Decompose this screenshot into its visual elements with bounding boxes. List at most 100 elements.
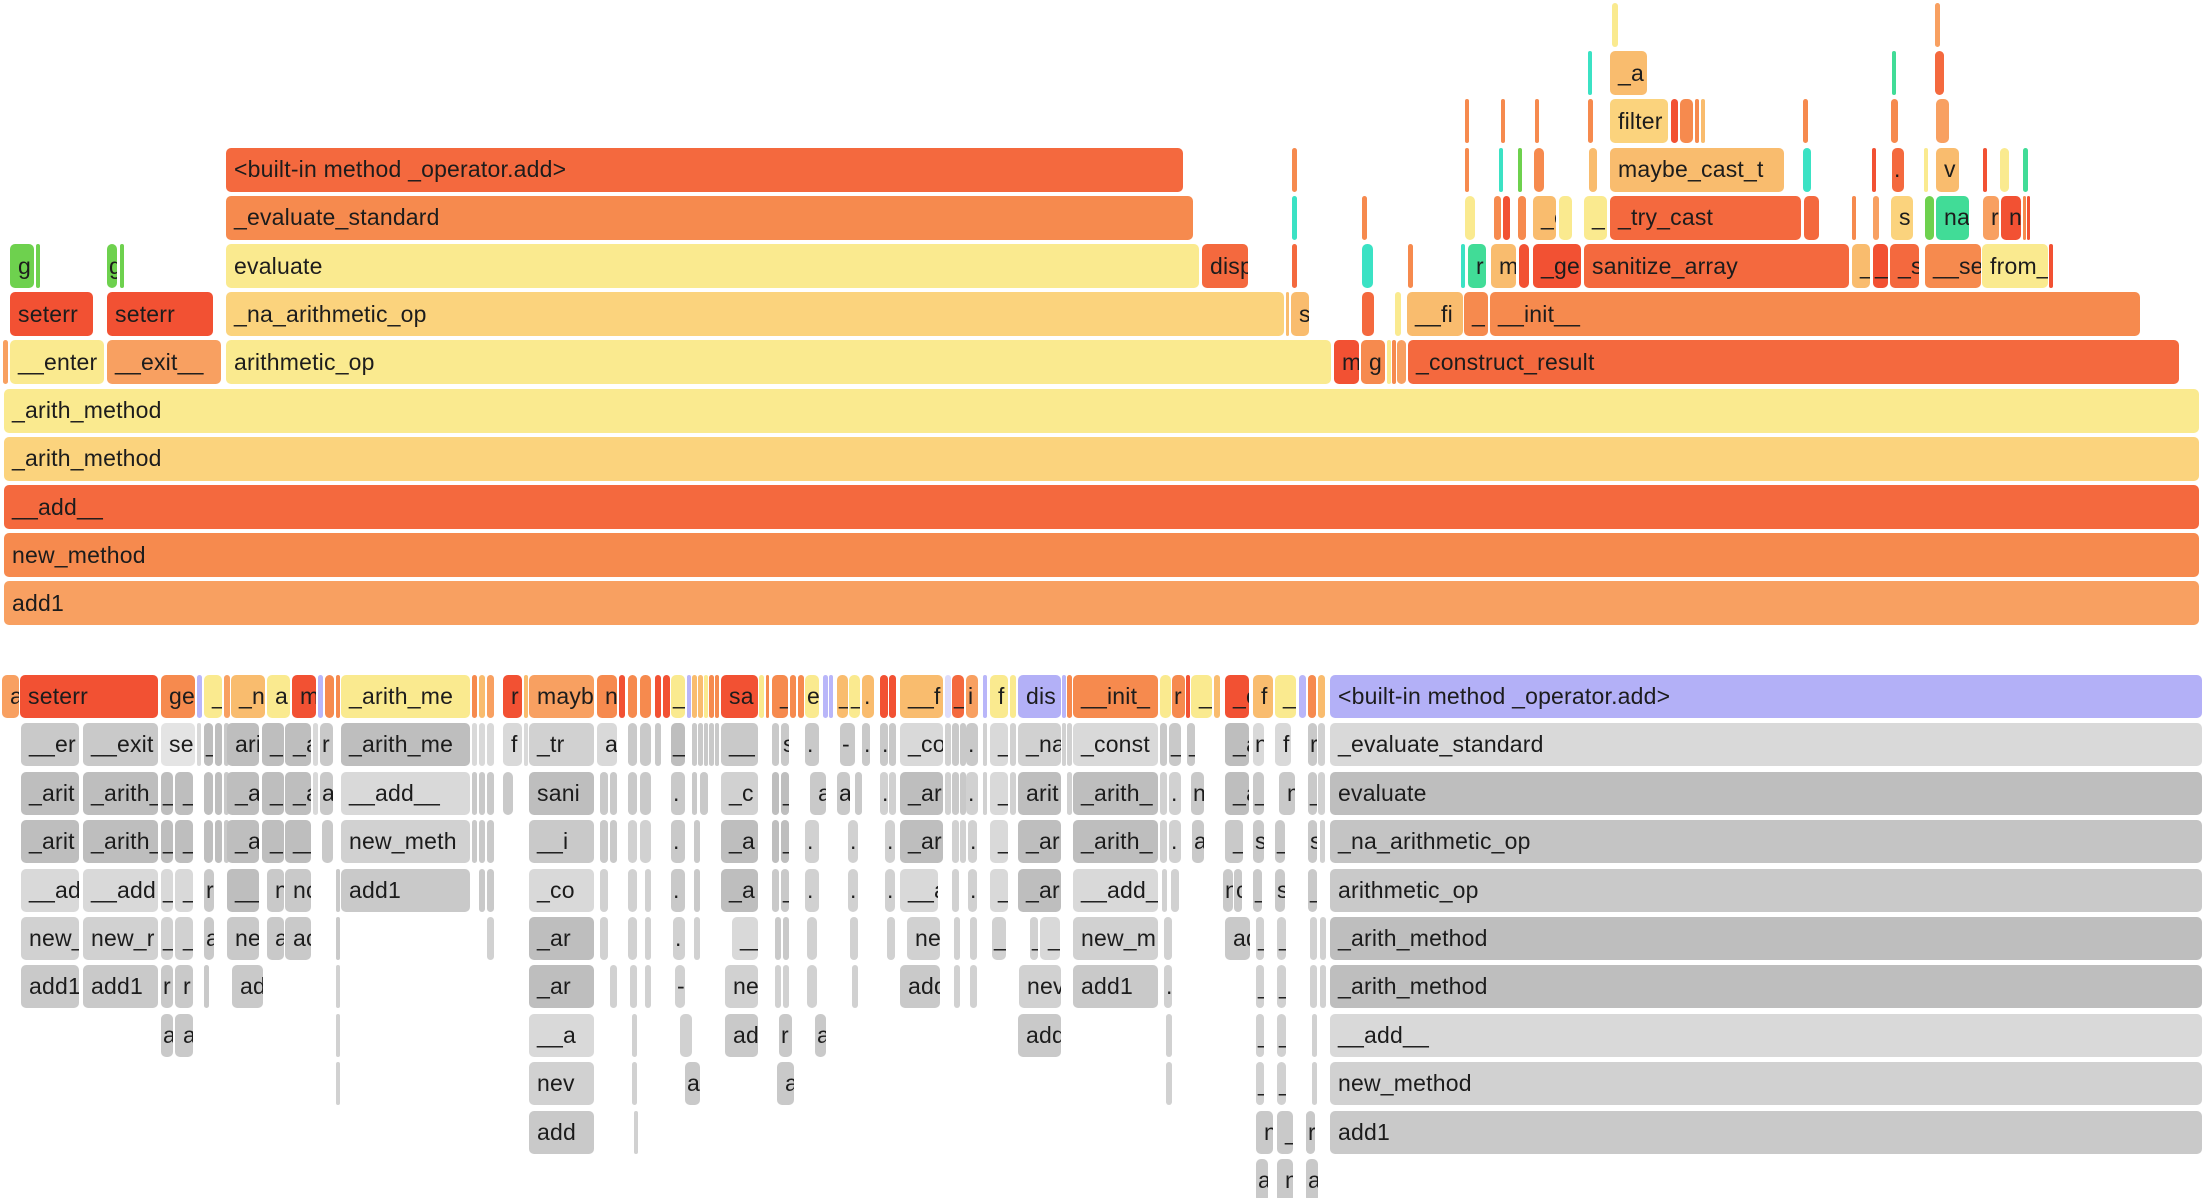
flame-frame[interactable]	[887, 917, 895, 960]
flame-frame[interactable]	[1535, 99, 1539, 144]
flame-frame[interactable]	[640, 820, 651, 864]
flame-frame[interactable]: _na_arithmetic_op	[226, 292, 1284, 337]
flame-frame[interactable]: __i	[529, 820, 594, 864]
flame-frame[interactable]: a	[175, 1013, 193, 1057]
flame-frame[interactable]: n	[597, 675, 617, 718]
flame-frame[interactable]: _	[1277, 965, 1286, 1009]
flame-frame[interactable]	[798, 675, 804, 718]
flame-frame[interactable]	[2049, 244, 2053, 288]
flame-frame[interactable]	[325, 675, 334, 718]
flame-frame[interactable]: .	[862, 723, 870, 767]
flame-frame[interactable]	[224, 675, 230, 718]
flame-frame[interactable]: s	[1308, 820, 1317, 864]
flame-frame[interactable]: _co	[900, 723, 943, 767]
flame-frame[interactable]	[610, 771, 617, 815]
flame-frame[interactable]	[628, 675, 637, 718]
flame-frame[interactable]: _tr	[529, 723, 594, 767]
flame-frame[interactable]	[687, 675, 691, 718]
flame-frame[interactable]	[336, 965, 340, 1009]
flame-frame[interactable]: r	[1468, 244, 1486, 288]
flame-frame[interactable]	[632, 1013, 637, 1057]
flame-frame[interactable]	[1852, 195, 1856, 240]
flame-frame[interactable]	[663, 675, 670, 718]
flame-frame[interactable]: _	[1256, 917, 1264, 960]
flame-frame[interactable]: ad	[725, 1013, 758, 1057]
flame-frame[interactable]	[1292, 147, 1297, 192]
flame-frame[interactable]	[1465, 147, 1469, 192]
flame-frame[interactable]	[775, 965, 781, 1009]
flame-frame[interactable]: _a	[721, 868, 758, 912]
flame-frame[interactable]	[807, 965, 817, 1009]
flame-frame[interactable]: _	[1187, 723, 1195, 767]
flame-frame[interactable]: _	[990, 820, 1008, 864]
flame-frame[interactable]	[36, 244, 40, 288]
flame-frame[interactable]: __add_	[1073, 868, 1158, 912]
flame-frame[interactable]	[960, 723, 966, 767]
flame-frame[interactable]: _	[204, 723, 213, 767]
flame-frame[interactable]: ad	[1225, 917, 1250, 960]
flame-frame[interactable]: _	[992, 917, 1006, 960]
flame-frame[interactable]: _	[1253, 771, 1264, 815]
flame-frame[interactable]	[1010, 675, 1016, 718]
flame-frame[interactable]: m	[1279, 771, 1295, 815]
flame-frame[interactable]: _const	[1073, 723, 1158, 767]
flame-frame[interactable]: _c	[1225, 675, 1249, 718]
flame-frame[interactable]: _	[1852, 244, 1870, 288]
flame-frame[interactable]: add1	[4, 581, 2199, 626]
flame-frame[interactable]	[610, 820, 617, 864]
flame-frame[interactable]	[336, 1062, 340, 1106]
flame-frame[interactable]: new_method	[1330, 1062, 2202, 1106]
flame-frame[interactable]: a	[267, 675, 290, 718]
flame-frame[interactable]	[1936, 99, 1949, 144]
flame-frame[interactable]	[1171, 868, 1179, 912]
flame-frame[interactable]	[715, 723, 719, 767]
flame-frame[interactable]	[889, 675, 896, 718]
flame-frame[interactable]: __se	[1925, 244, 1981, 288]
flame-frame[interactable]	[2000, 147, 2009, 192]
flame-frame[interactable]: _	[1253, 868, 1262, 912]
flame-frame[interactable]	[1160, 675, 1171, 718]
flame-frame[interactable]: a	[815, 1013, 826, 1057]
flame-frame[interactable]	[1935, 51, 1944, 96]
flame-frame[interactable]: add	[529, 1110, 594, 1154]
flame-frame[interactable]	[1160, 771, 1167, 815]
flame-frame[interactable]	[704, 675, 708, 718]
flame-frame[interactable]: new_	[21, 917, 79, 960]
flame-frame[interactable]	[479, 675, 485, 718]
flame-frame[interactable]	[952, 771, 959, 815]
flame-frame[interactable]: arithmetic_op	[1330, 868, 2202, 912]
flame-frame[interactable]: r	[175, 965, 193, 1009]
flame-frame[interactable]	[715, 675, 719, 718]
flame-frame[interactable]	[1494, 195, 1501, 240]
flame-frame[interactable]: _	[175, 820, 193, 864]
flame-frame[interactable]	[1310, 965, 1317, 1009]
flame-frame[interactable]	[1318, 723, 1325, 767]
flame-frame[interactable]	[954, 965, 960, 1009]
flame-frame[interactable]	[472, 723, 477, 767]
flame-frame[interactable]	[1924, 147, 1928, 192]
flame-frame[interactable]	[698, 723, 703, 767]
flame-frame[interactable]: _	[1873, 244, 1888, 288]
flame-frame[interactable]: a	[161, 1013, 173, 1057]
flame-frame[interactable]	[628, 868, 637, 912]
flame-frame[interactable]	[807, 917, 817, 960]
flame-frame[interactable]	[487, 820, 494, 864]
flame-frame[interactable]: _	[781, 820, 789, 864]
flame-frame[interactable]	[1292, 244, 1297, 288]
flame-frame[interactable]	[1318, 675, 1325, 718]
flame-frame[interactable]: -	[675, 965, 685, 1009]
flame-frame[interactable]: s	[781, 723, 789, 767]
flame-frame[interactable]: _	[175, 917, 193, 960]
flame-frame[interactable]	[336, 917, 340, 960]
flame-frame[interactable]	[952, 723, 959, 767]
flame-frame[interactable]	[952, 820, 959, 864]
flame-frame[interactable]: _	[837, 675, 848, 718]
flame-frame[interactable]	[628, 723, 637, 767]
flame-frame[interactable]: _	[161, 917, 173, 960]
flame-frame[interactable]: ac	[285, 917, 311, 960]
flame-frame[interactable]: .	[968, 820, 977, 864]
flame-frame[interactable]: add1	[341, 868, 470, 912]
flame-frame[interactable]: _	[175, 771, 193, 815]
flame-frame[interactable]: arithmetic_op	[226, 340, 1331, 385]
flame-frame[interactable]	[479, 723, 485, 767]
